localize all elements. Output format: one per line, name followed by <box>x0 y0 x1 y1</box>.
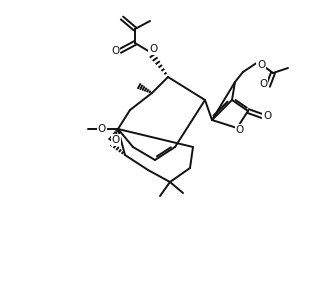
Text: O: O <box>259 79 267 89</box>
Text: O: O <box>236 125 244 135</box>
Text: O: O <box>98 124 106 134</box>
Text: O: O <box>112 135 120 145</box>
Text: O: O <box>111 46 119 56</box>
Text: O: O <box>257 60 265 70</box>
Text: O: O <box>263 111 271 121</box>
Text: O: O <box>149 44 157 54</box>
